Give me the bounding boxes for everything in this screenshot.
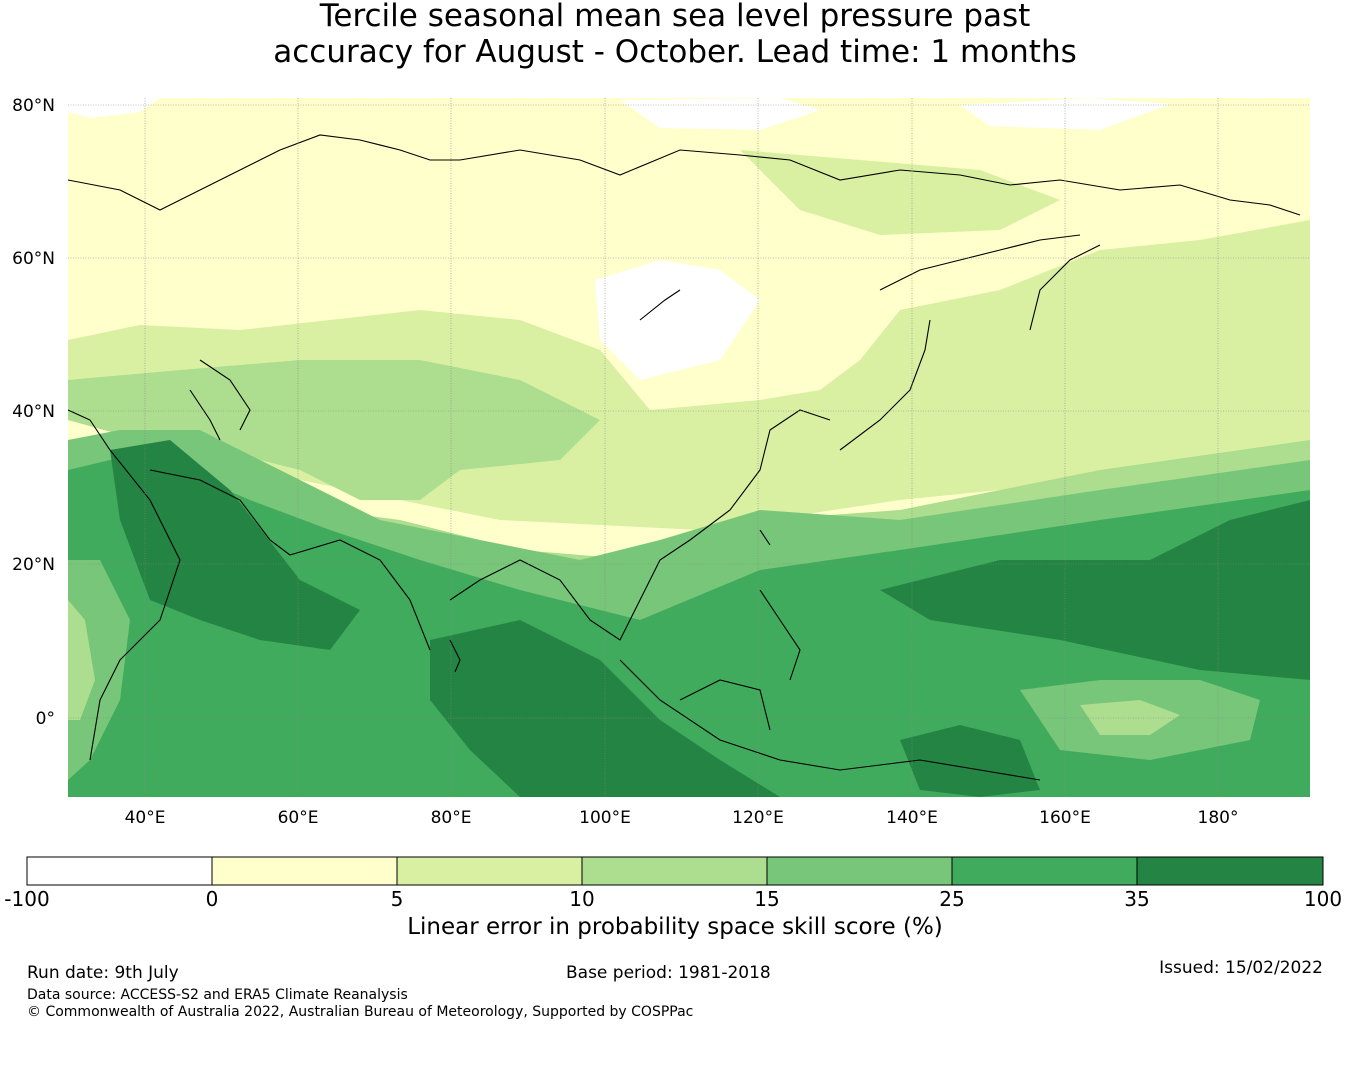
graticule xyxy=(68,98,1310,797)
skill-patch-negative xyxy=(68,98,160,118)
lat-label: 60°N xyxy=(12,249,55,269)
colorbar: -100 0 5 10 15 25 35 100 xyxy=(4,856,1342,911)
lon-label: 80°E xyxy=(431,808,472,828)
issued-date: Issued: 15/02/2022 xyxy=(1159,958,1323,978)
colorbar-segment xyxy=(767,857,952,885)
colorbar-tick: 5 xyxy=(391,887,404,911)
map-title-line-1: Tercile seasonal mean sea level pressure… xyxy=(319,0,1031,34)
lon-label: 40°E xyxy=(125,808,166,828)
lat-label: 0° xyxy=(36,709,55,729)
copyright-notice: © Commonwealth of Australia 2022, Austra… xyxy=(27,1004,694,1020)
skill-band-25-35 xyxy=(68,460,1310,797)
lon-label: 60°E xyxy=(278,808,319,828)
lat-label: 20°N xyxy=(12,555,55,575)
lon-label: 100°E xyxy=(579,808,631,828)
skill-band-35-100 xyxy=(880,500,1310,680)
colorbar-tick: 0 xyxy=(206,887,219,911)
colorbar-label: Linear error in probability space skill … xyxy=(407,914,943,940)
skill-patch-negative xyxy=(620,98,820,130)
colorbar-segment xyxy=(27,857,212,885)
colorbar-outline xyxy=(26,856,1324,886)
skill-band-35-100 xyxy=(900,725,1040,797)
map-title-line-2: accuracy for August - October. Lead time… xyxy=(273,34,1077,70)
base-period: Base period: 1981-2018 xyxy=(566,963,771,983)
data-source: Data source: ACCESS-S2 and ERA5 Climate … xyxy=(27,987,408,1003)
colorbar-tick: 35 xyxy=(1124,887,1149,911)
lat-label: 80°N xyxy=(12,96,55,116)
colorbar-segment xyxy=(212,857,397,885)
colorbar-segment xyxy=(582,857,767,885)
colorbar-tick: 25 xyxy=(939,887,964,911)
colorbar-tick: 15 xyxy=(754,887,779,911)
colorbar-tick: 10 xyxy=(569,887,594,911)
skill-band-10-15 xyxy=(68,600,95,720)
skill-band-10-15 xyxy=(1080,700,1180,735)
colorbar-segment xyxy=(397,857,582,885)
colorbar-segment xyxy=(1137,857,1323,885)
colorbar-segment xyxy=(952,857,1137,885)
lon-label: 160°E xyxy=(1039,808,1091,828)
lon-label: 180° xyxy=(1198,808,1239,828)
skill-band-35-100 xyxy=(110,440,360,650)
skill-patch-negative xyxy=(595,260,760,380)
lon-label: 120°E xyxy=(732,808,784,828)
lat-label: 40°N xyxy=(12,402,55,422)
colorbar-tick: -100 xyxy=(4,887,49,911)
skill-band-15-25 xyxy=(68,560,130,780)
lon-label: 140°E xyxy=(886,808,938,828)
skill-field xyxy=(68,98,1310,797)
coastlines xyxy=(68,134,1301,781)
skill-band-5-10 xyxy=(740,150,1060,235)
skill-band-10-15 xyxy=(68,360,600,500)
run-date: Run date: 9th July xyxy=(27,963,179,983)
colorbar-tick: 100 xyxy=(1304,887,1342,911)
